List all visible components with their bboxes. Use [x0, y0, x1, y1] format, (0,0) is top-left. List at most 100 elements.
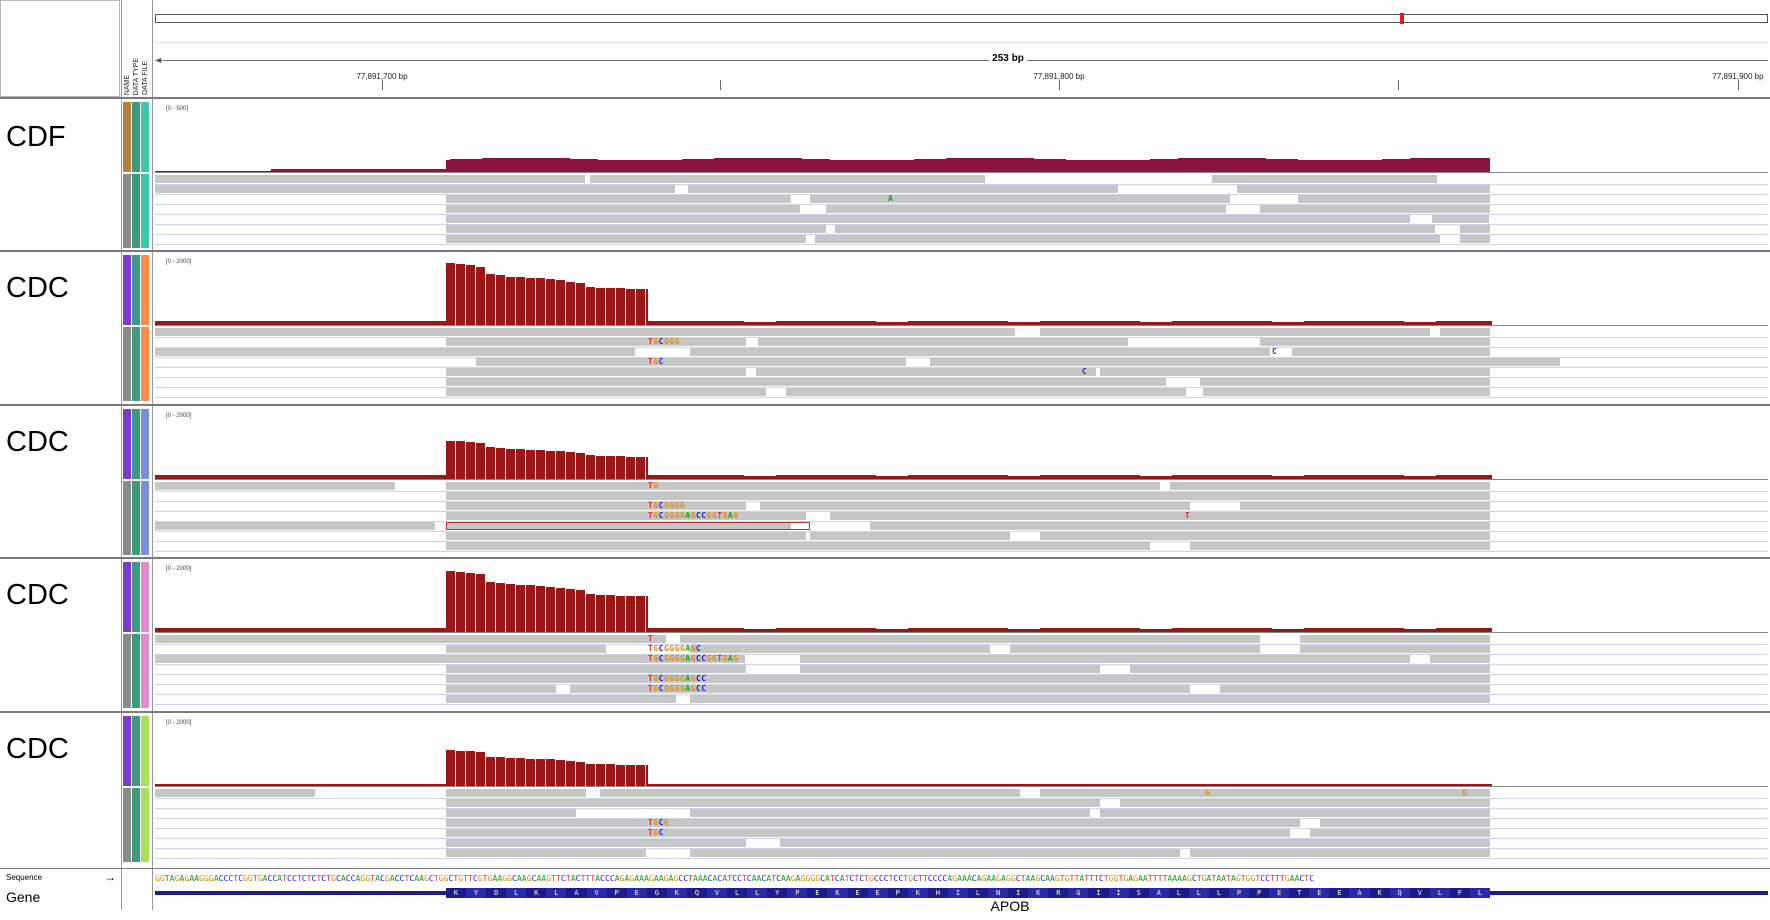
- coverage-bar[interactable]: [267, 628, 271, 632]
- coverage-bar[interactable]: [844, 784, 848, 786]
- coverage-bar[interactable]: [1288, 476, 1292, 479]
- coverage-bar[interactable]: [323, 784, 327, 786]
- coverage-bar[interactable]: [1108, 321, 1112, 325]
- coverage-bar[interactable]: [506, 449, 515, 479]
- base-mismatch[interactable]: TGCGGGGAGCC: [648, 674, 707, 683]
- coverage-bar[interactable]: [271, 475, 275, 479]
- coverage-bar[interactable]: [1476, 628, 1480, 632]
- coverage-bar[interactable]: [259, 475, 263, 479]
- coverage-bar[interactable]: [680, 475, 684, 479]
- coverage-bar[interactable]: [1388, 784, 1392, 786]
- coverage-bar[interactable]: [980, 321, 984, 325]
- coverage-bar[interactable]: [1176, 784, 1180, 786]
- coverage-bar[interactable]: [1000, 321, 1004, 325]
- coverage-bar[interactable]: [435, 321, 439, 325]
- coverage-bar[interactable]: [1148, 322, 1152, 325]
- coverage-bar[interactable]: [1068, 321, 1072, 325]
- coverage-bar[interactable]: [968, 321, 972, 325]
- coverage-bar[interactable]: [163, 171, 167, 172]
- coverage-bar[interactable]: [339, 628, 343, 632]
- coverage-bar[interactable]: [1312, 475, 1316, 479]
- coverage-bar[interactable]: [446, 441, 455, 479]
- coverage-bar[interactable]: [1410, 158, 1414, 172]
- coverage-bar[interactable]: [566, 761, 575, 786]
- attribute-cell[interactable]: [132, 634, 140, 708]
- coverage-bar[interactable]: [347, 784, 351, 786]
- coverage-bar[interactable]: [159, 628, 163, 632]
- coverage-bar[interactable]: [1280, 784, 1284, 786]
- aligned-read[interactable]: [446, 338, 746, 346]
- coverage-bar[interactable]: [626, 160, 630, 172]
- coverage-bar[interactable]: [826, 159, 830, 172]
- coverage-bar[interactable]: [496, 757, 505, 786]
- coverage-bar[interactable]: [1288, 629, 1292, 632]
- coverage-bar[interactable]: [804, 321, 808, 325]
- coverage-bar[interactable]: [1052, 628, 1056, 632]
- coverage-bar[interactable]: [1344, 475, 1348, 479]
- coverage-bar[interactable]: [247, 475, 251, 479]
- coverage-bar[interactable]: [1100, 475, 1104, 479]
- coverage-bar[interactable]: [191, 321, 195, 325]
- coverage-bar[interactable]: [239, 628, 243, 632]
- coverage-bar[interactable]: [688, 321, 692, 325]
- coverage-bar[interactable]: [1052, 321, 1056, 325]
- coverage-bar[interactable]: [1136, 784, 1140, 786]
- coverage-bar[interactable]: [1010, 158, 1014, 172]
- coverage-bar[interactable]: [1412, 322, 1416, 325]
- coverage-bar[interactable]: [966, 158, 970, 172]
- coverage-bar[interactable]: [618, 160, 622, 172]
- coverage-bar[interactable]: [231, 171, 235, 172]
- coverage-bar[interactable]: [1300, 322, 1304, 325]
- coverage-bar[interactable]: [884, 629, 888, 632]
- coverage-bar[interactable]: [1360, 321, 1364, 325]
- coverage-bar[interactable]: [774, 158, 778, 172]
- coverage-bar[interactable]: [768, 322, 772, 325]
- coverage-bar[interactable]: [1244, 784, 1248, 786]
- coverage-bar[interactable]: [864, 628, 868, 632]
- coverage-bar[interactable]: [1098, 160, 1102, 172]
- attribute-cell[interactable]: [123, 716, 131, 786]
- aligned-read[interactable]: [1040, 789, 1490, 797]
- coverage-bar[interactable]: [183, 628, 187, 632]
- coverage-bar[interactable]: [526, 158, 530, 172]
- coverage-bar[interactable]: [988, 784, 992, 786]
- aligned-read[interactable]: [155, 348, 635, 356]
- coverage-bar[interactable]: [219, 321, 223, 325]
- coverage-bar[interactable]: [1292, 629, 1296, 632]
- coverage-bar[interactable]: [247, 628, 251, 632]
- coverage-bar[interactable]: [199, 784, 203, 786]
- coverage-bar[interactable]: [1156, 629, 1160, 632]
- coverage-bar[interactable]: [395, 321, 399, 325]
- coverage-bar[interactable]: [1424, 322, 1428, 325]
- coverage-bar[interactable]: [490, 158, 494, 172]
- coverage-bar[interactable]: [1096, 784, 1100, 786]
- coverage-bar[interactable]: [1000, 784, 1004, 786]
- coverage-bar[interactable]: [892, 629, 896, 632]
- track-name[interactable]: CDC: [6, 579, 69, 611]
- coverage-bar[interactable]: [187, 628, 191, 632]
- coverage-bar[interactable]: [828, 784, 832, 786]
- coverage-bar[interactable]: [898, 160, 902, 172]
- coverage-bar[interactable]: [830, 160, 834, 172]
- coverage-bar[interactable]: [1368, 784, 1372, 786]
- coverage-bar[interactable]: [319, 321, 323, 325]
- coverage-bar[interactable]: [880, 629, 884, 632]
- coverage-bar[interactable]: [1044, 475, 1048, 479]
- coverage-bar[interactable]: [1186, 158, 1190, 172]
- coverage-bar[interactable]: [688, 628, 692, 632]
- coverage-bar[interactable]: [331, 628, 335, 632]
- coverage-bar[interactable]: [371, 784, 375, 786]
- attribute-cell[interactable]: [123, 102, 131, 172]
- coverage-bar[interactable]: [848, 628, 852, 632]
- coverage-bar[interactable]: [858, 160, 862, 172]
- coverage-bar[interactable]: [359, 321, 363, 325]
- coverage-bar[interactable]: [840, 784, 844, 786]
- coverage-bar[interactable]: [1196, 784, 1200, 786]
- coverage-bar[interactable]: [1378, 160, 1382, 172]
- coverage-bar[interactable]: [516, 758, 525, 786]
- coverage-bar[interactable]: [1428, 784, 1432, 786]
- coverage-bar[interactable]: [466, 751, 475, 786]
- coverage-bar[interactable]: [1144, 784, 1148, 786]
- coverage-bar[interactable]: [1456, 321, 1460, 325]
- coverage-bar[interactable]: [1232, 475, 1236, 479]
